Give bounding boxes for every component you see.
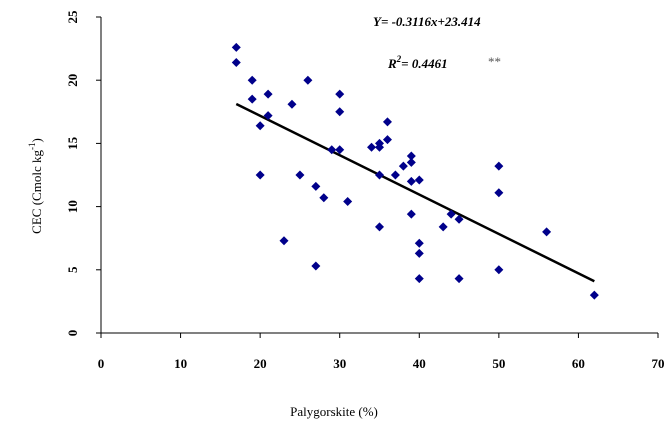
x-tick-label: 50 <box>492 356 505 371</box>
data-point <box>335 145 345 155</box>
data-point <box>454 274 464 284</box>
data-point <box>375 222 384 232</box>
data-point <box>406 209 416 219</box>
data-point <box>438 222 448 232</box>
data-point <box>255 121 265 131</box>
data-point <box>446 209 456 219</box>
y-tick-label: 20 <box>65 74 80 87</box>
data-point <box>231 42 241 52</box>
x-tick-label: 60 <box>572 356 585 371</box>
y-tick-label: 5 <box>65 266 80 273</box>
data-point <box>279 236 289 246</box>
data-point <box>255 170 265 180</box>
data-point <box>542 227 552 237</box>
data-point <box>375 170 384 180</box>
y-tick-label: 10 <box>65 200 80 213</box>
data-point <box>589 290 599 300</box>
x-tick-label: 20 <box>254 356 267 371</box>
data-point <box>494 265 504 275</box>
regression-equation: Y= -0.3116x+23.414 <box>373 14 481 29</box>
data-point <box>247 75 257 85</box>
y-tick-label: 0 <box>65 330 80 337</box>
r-squared-label: R2= 0.4461 <box>387 54 448 71</box>
data-point <box>295 170 305 180</box>
data-point <box>398 161 408 171</box>
data-point <box>494 188 504 198</box>
data-point <box>247 94 257 104</box>
data-point <box>287 99 297 109</box>
data-point <box>335 107 345 117</box>
data-point <box>406 157 416 167</box>
data-point <box>454 214 464 224</box>
data-point <box>375 138 384 148</box>
data-point <box>414 274 424 284</box>
y-tick-label: 15 <box>65 136 80 150</box>
data-point <box>390 170 400 180</box>
data-point <box>335 89 345 99</box>
x-tick-label: 40 <box>413 356 426 371</box>
data-point <box>263 111 273 121</box>
data-point <box>367 142 377 152</box>
data-point <box>319 193 329 203</box>
data-point <box>231 58 241 68</box>
data-point <box>414 175 424 185</box>
data-point <box>311 261 321 271</box>
trend-line <box>235 102 595 283</box>
x-tick-label: 70 <box>652 356 665 371</box>
data-point <box>406 151 416 161</box>
data-point <box>406 176 416 186</box>
y-axis-title: CEC (Cmolc kg-1) <box>27 138 44 234</box>
data-point <box>382 117 392 127</box>
x-tick-label: 0 <box>98 356 105 371</box>
data-point <box>382 135 392 145</box>
data-point <box>327 145 337 155</box>
x-tick-label: 30 <box>333 356 346 371</box>
plot-area: 0 10 20 30 40 50 60 70 0 5 10 15 20 25 <box>65 10 665 371</box>
x-axis-title: Palygorskite (%) <box>290 404 378 419</box>
x-tick-label: 10 <box>174 356 187 371</box>
y-tick-label: 25 <box>65 10 80 24</box>
significance-marker: ** <box>488 54 501 69</box>
data-point <box>311 181 321 191</box>
data-point <box>303 75 313 85</box>
data-point <box>414 248 424 258</box>
data-point <box>414 238 424 248</box>
data-point <box>343 197 353 207</box>
data-point <box>494 161 504 171</box>
data-point <box>263 89 273 99</box>
